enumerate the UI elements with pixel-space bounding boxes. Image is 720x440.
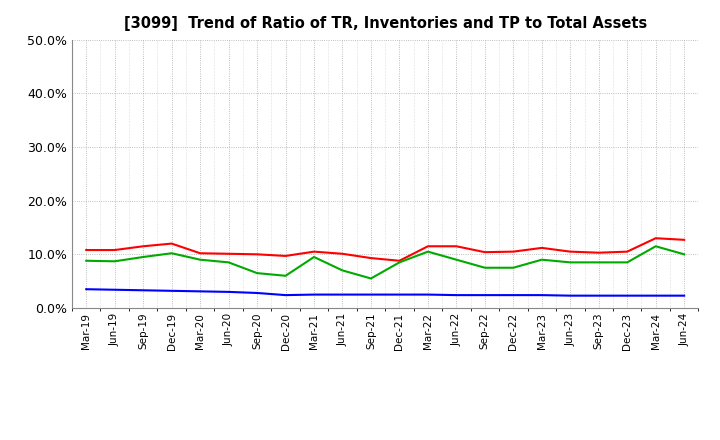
Inventories [225, 289, 233, 294]
Trade Payables [537, 257, 546, 262]
Trade Receivables [310, 249, 318, 254]
Trade Receivables [480, 249, 489, 255]
Trade Receivables [282, 253, 290, 259]
Inventories [509, 293, 518, 298]
Inventories [395, 292, 404, 297]
Trade Payables [82, 258, 91, 264]
Trade Receivables [537, 245, 546, 250]
Trade Receivables [680, 237, 688, 242]
Trade Payables [509, 265, 518, 270]
Inventories [366, 292, 375, 297]
Inventories [82, 286, 91, 292]
Trade Receivables [196, 251, 204, 256]
Line: Trade Receivables: Trade Receivables [86, 238, 684, 261]
Trade Receivables [139, 244, 148, 249]
Trade Payables [423, 249, 432, 254]
Inventories [139, 288, 148, 293]
Inventories [423, 292, 432, 297]
Inventories [167, 288, 176, 293]
Trade Payables [282, 273, 290, 279]
Inventories [338, 292, 347, 297]
Inventories [196, 289, 204, 294]
Inventories [537, 293, 546, 298]
Trade Payables [225, 260, 233, 265]
Inventories [566, 293, 575, 298]
Trade Receivables [82, 247, 91, 253]
Line: Inventories: Inventories [86, 289, 684, 296]
Trade Payables [395, 260, 404, 265]
Trade Payables [623, 260, 631, 265]
Trade Receivables [509, 249, 518, 254]
Trade Receivables [395, 258, 404, 264]
Trade Payables [595, 260, 603, 265]
Trade Payables [110, 259, 119, 264]
Trade Payables [680, 252, 688, 257]
Inventories [623, 293, 631, 298]
Trade Payables [366, 276, 375, 281]
Inventories [310, 292, 318, 297]
Title: [3099]  Trend of Ratio of TR, Inventories and TP to Total Assets: [3099] Trend of Ratio of TR, Inventories… [124, 16, 647, 32]
Inventories [282, 293, 290, 298]
Trade Receivables [167, 241, 176, 246]
Trade Receivables [423, 244, 432, 249]
Inventories [680, 293, 688, 298]
Trade Receivables [366, 256, 375, 261]
Trade Payables [452, 257, 461, 262]
Inventories [652, 293, 660, 298]
Inventories [595, 293, 603, 298]
Trade Payables [253, 271, 261, 276]
Trade Payables [167, 251, 176, 256]
Inventories [110, 287, 119, 293]
Trade Payables [338, 268, 347, 273]
Trade Receivables [595, 250, 603, 255]
Trade Payables [196, 257, 204, 262]
Trade Receivables [452, 244, 461, 249]
Trade Receivables [623, 249, 631, 254]
Trade Receivables [652, 235, 660, 241]
Line: Trade Payables: Trade Payables [86, 246, 684, 279]
Inventories [480, 293, 489, 298]
Trade Payables [566, 260, 575, 265]
Inventories [253, 290, 261, 296]
Trade Payables [139, 254, 148, 260]
Trade Receivables [253, 252, 261, 257]
Trade Receivables [225, 251, 233, 257]
Trade Receivables [110, 247, 119, 253]
Inventories [452, 293, 461, 298]
Trade Payables [652, 244, 660, 249]
Trade Receivables [338, 251, 347, 257]
Trade Receivables [566, 249, 575, 254]
Trade Payables [480, 265, 489, 270]
Trade Payables [310, 254, 318, 260]
